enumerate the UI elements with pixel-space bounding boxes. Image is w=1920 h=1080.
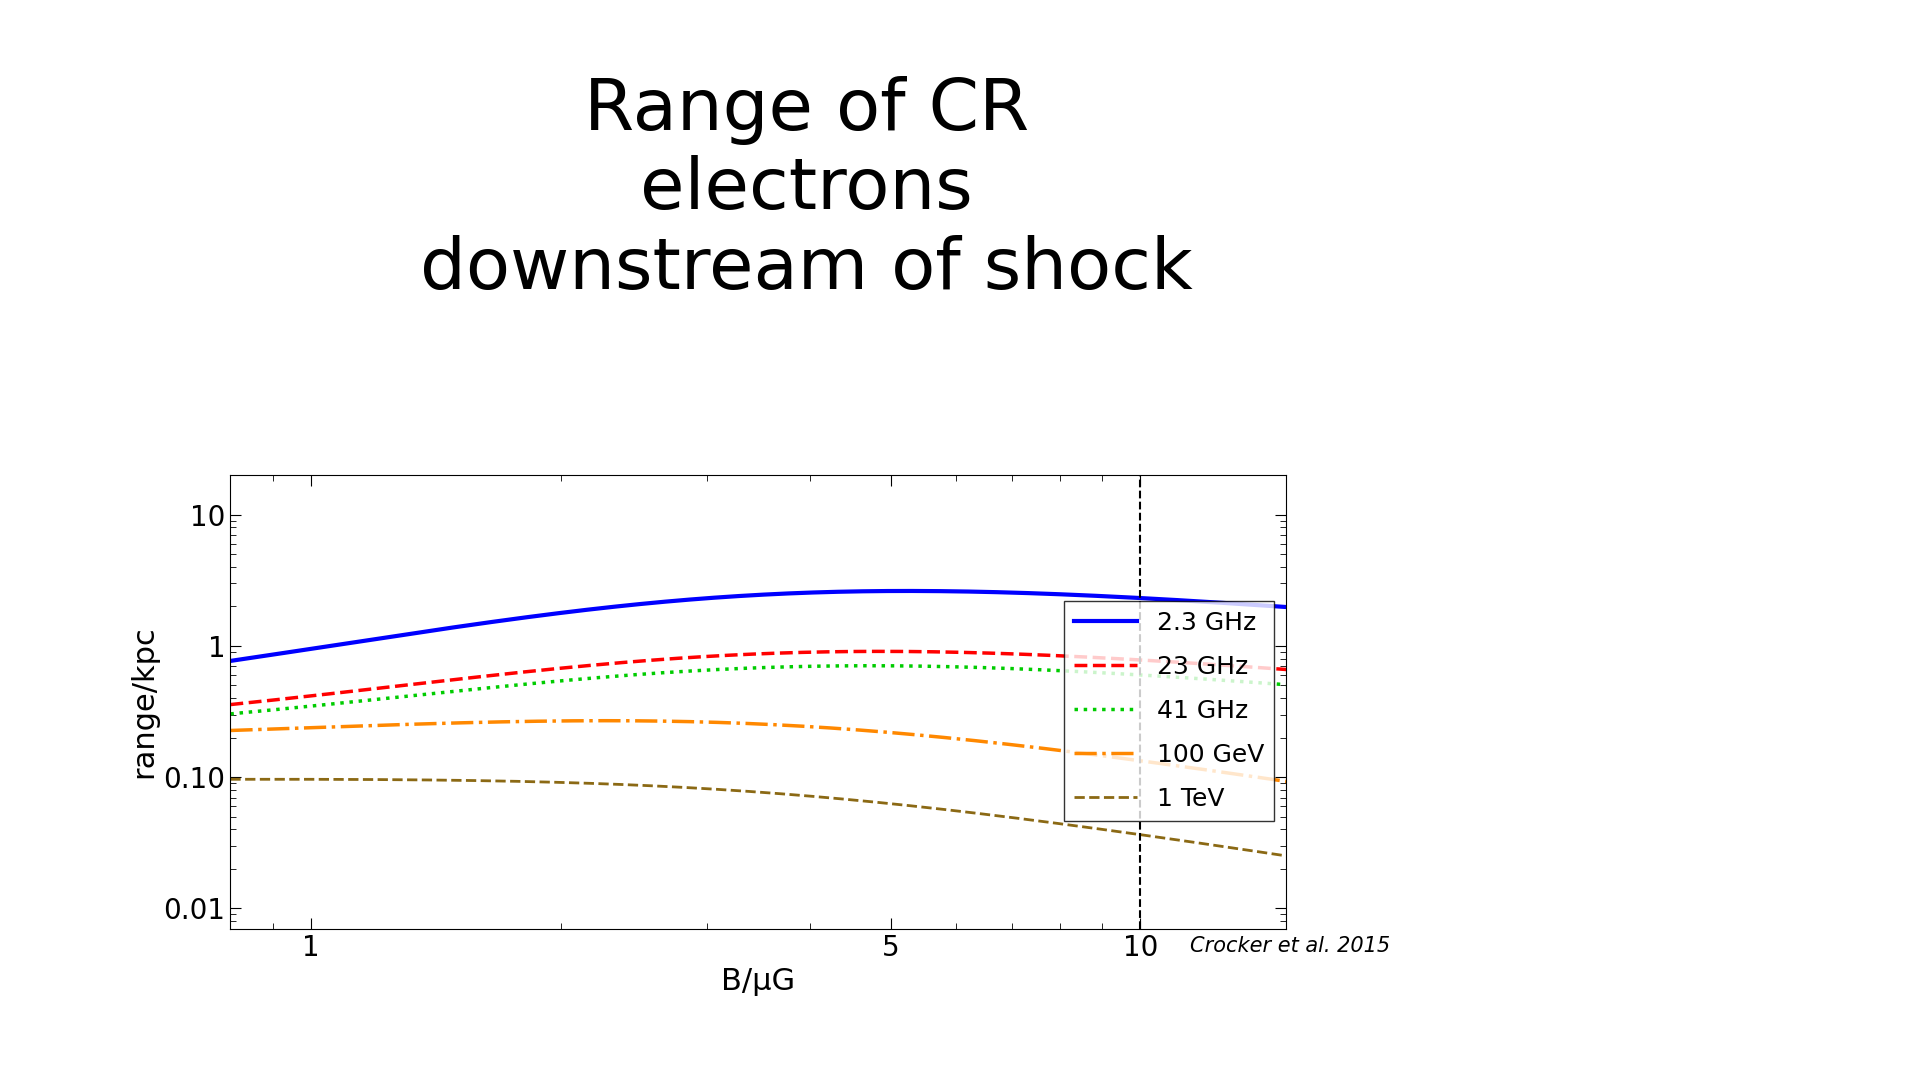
1 TeV <box>851 795 874 808</box>
41 GHz <box>847 659 870 672</box>
1 TeV <box>847 794 870 807</box>
100 GeV <box>851 724 874 737</box>
2.3 GHz <box>219 654 242 667</box>
Y-axis label: range/kpc: range/kpc <box>129 625 157 779</box>
41 GHz <box>1179 672 1202 685</box>
2.3 GHz <box>223 653 246 666</box>
41 GHz <box>1112 667 1135 680</box>
1 TeV <box>1179 836 1202 849</box>
100 GeV <box>219 724 242 737</box>
2.3 GHz <box>847 585 870 598</box>
23 GHz <box>1275 663 1298 676</box>
23 GHz <box>847 645 870 658</box>
23 GHz <box>1179 657 1202 670</box>
2.3 GHz <box>1275 600 1298 613</box>
23 GHz <box>866 645 889 658</box>
2.3 GHz <box>897 584 920 597</box>
41 GHz <box>858 659 881 672</box>
100 GeV <box>868 725 891 738</box>
Line: 23 GHz: 23 GHz <box>230 651 1286 704</box>
2.3 GHz <box>845 585 868 598</box>
23 GHz <box>845 645 868 658</box>
100 GeV <box>593 714 616 727</box>
100 GeV <box>1112 752 1135 765</box>
1 TeV <box>253 773 276 786</box>
Line: 100 GeV: 100 GeV <box>230 720 1286 782</box>
100 GeV <box>223 724 246 737</box>
Line: 1 TeV: 1 TeV <box>230 780 1286 856</box>
1 TeV <box>223 773 246 786</box>
41 GHz <box>223 707 246 720</box>
23 GHz <box>868 645 891 658</box>
100 GeV <box>1179 761 1202 774</box>
1 TeV <box>868 796 891 809</box>
23 GHz <box>223 698 246 711</box>
Line: 2.3 GHz: 2.3 GHz <box>230 591 1286 661</box>
41 GHz <box>868 659 891 672</box>
41 GHz <box>845 659 868 672</box>
X-axis label: B/μG: B/μG <box>722 968 795 996</box>
100 GeV <box>847 724 870 737</box>
23 GHz <box>1112 652 1135 665</box>
41 GHz <box>219 707 242 720</box>
Text: Crocker et al. 2015: Crocker et al. 2015 <box>1190 935 1390 956</box>
1 TeV <box>1112 826 1135 839</box>
2.3 GHz <box>1112 591 1135 604</box>
1 TeV <box>219 773 242 786</box>
100 GeV <box>1275 775 1298 788</box>
2.3 GHz <box>1179 594 1202 607</box>
1 TeV <box>1275 850 1298 863</box>
Legend: 2.3 GHz, 23 GHz, 41 GHz, 100 GeV, 1 TeV: 2.3 GHz, 23 GHz, 41 GHz, 100 GeV, 1 TeV <box>1064 602 1273 821</box>
2.3 GHz <box>866 584 889 597</box>
23 GHz <box>219 698 242 711</box>
Text: Range of CR
electrons
downstream of shock: Range of CR electrons downstream of shoc… <box>420 76 1192 305</box>
41 GHz <box>1275 678 1298 691</box>
Line: 41 GHz: 41 GHz <box>230 665 1286 714</box>
